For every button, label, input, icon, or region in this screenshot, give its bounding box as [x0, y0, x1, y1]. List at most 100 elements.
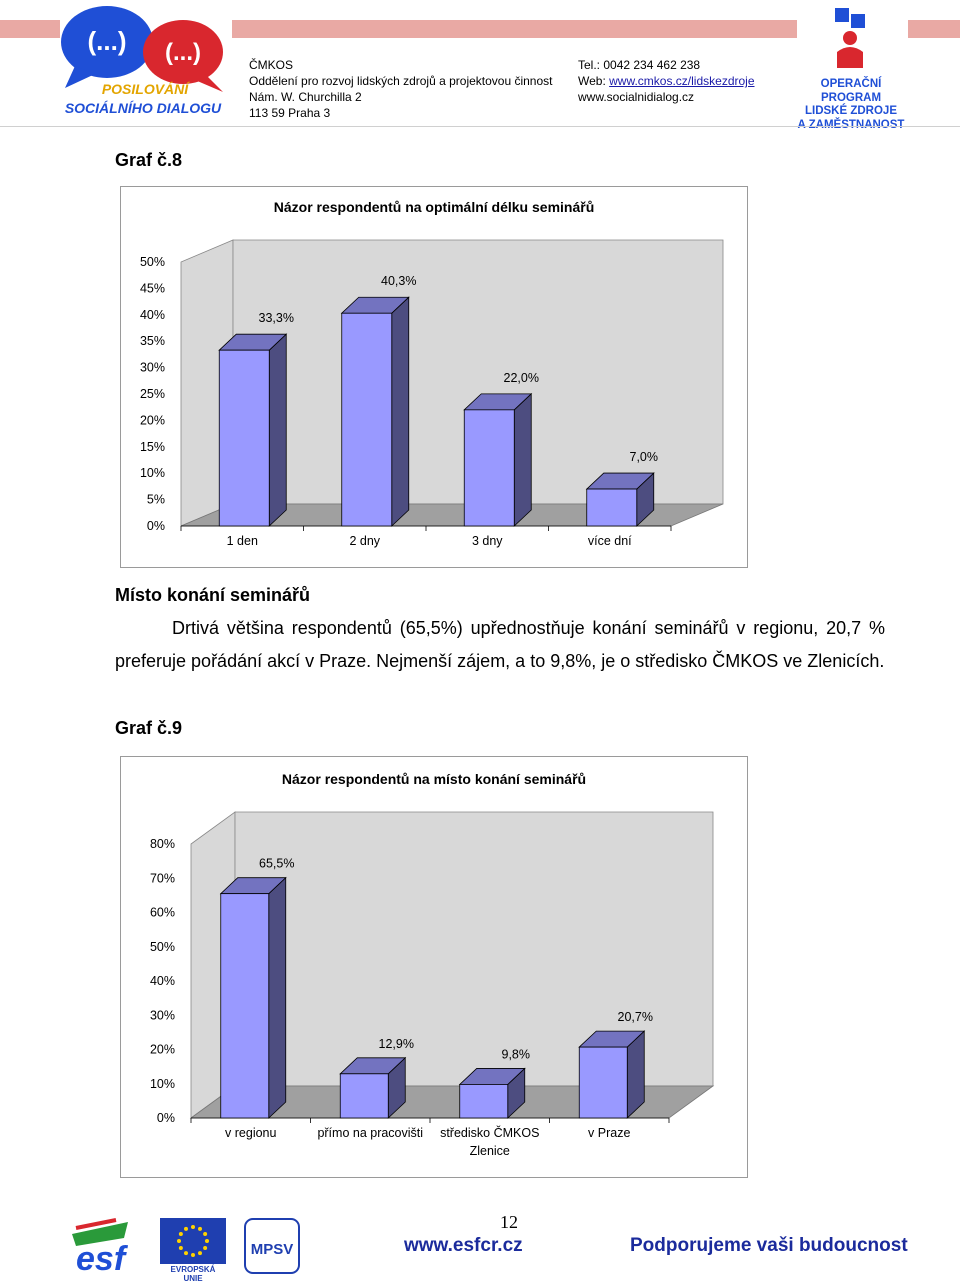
section2-heading: Místo konání seminářů [115, 585, 311, 605]
graph8-heading: Graf č.8 [115, 150, 183, 170]
header-divider [0, 126, 960, 127]
org-line: 113 59 Praha 3 [249, 106, 331, 120]
chart9-y-tick: 40% [150, 974, 175, 988]
logo-bubble-text-2: (...) [165, 39, 201, 66]
chart9-y-tick: 30% [150, 1008, 175, 1022]
chart8-y-tick: 35% [140, 334, 165, 348]
page-number: 12 [500, 1212, 518, 1232]
chart8-category-label: 1 den [227, 534, 258, 548]
eu-star [184, 1251, 188, 1256]
chart9-data-label: 12,9% [379, 1037, 414, 1051]
chart8-bar-side [268, 333, 287, 527]
chart9-bar-side [268, 876, 287, 1119]
eu-star [203, 1246, 208, 1250]
tel: Tel.: 0042 234 462 238 [578, 58, 701, 72]
chart8-category-label: 3 dny [472, 534, 503, 548]
chart8-plot: 0% 5% 10% 15% 20% 25% 30% 35% 40% 45% 50% 33,3% 1 de… [140, 239, 724, 548]
web2: www.socialnidialog.cz [578, 90, 695, 104]
chart8-data-label: 33,3% [259, 311, 294, 325]
chart8-title: Názor respondentů na optimální délku sem… [273, 199, 595, 215]
chart9-data-label: 20,7% [618, 1010, 653, 1024]
chart9-y-tick: 0% [157, 1111, 175, 1125]
posilovani-logo: (...) (...) POSILOVÁNÍ SOCIÁLNÍHO DIALOG… [55, 2, 235, 120]
chart9-plot: 0% 10% 20% 30% 40% 50% 60% 70% 80% 65,5% v regionu… [150, 811, 715, 1158]
chart9-box: Názor respondentů na místo konání seminá… [120, 756, 748, 1178]
web-link[interactable]: www.cmkos.cz/lidskezdroje [609, 74, 755, 88]
chart8-bar [463, 409, 515, 527]
chart8-y-tick: 15% [140, 440, 165, 454]
eu-text: EVROPSKÁ UNIE [170, 1265, 216, 1283]
chart8-y-tick: 45% [140, 281, 165, 295]
paragraph-text: Drtivá většina respondentů (65,5%) upřed… [115, 618, 885, 671]
eu-star [205, 1239, 209, 1243]
chart8-y-tick: 0% [147, 519, 165, 533]
op-line: OPERAČNÍ PROGRAM [820, 78, 882, 104]
eu-star [198, 1251, 202, 1256]
chart8-bar-side [391, 296, 410, 527]
esf-logo: esf [68, 1218, 148, 1278]
eu-star [184, 1226, 188, 1231]
chart9-category-label: v Praze [588, 1126, 630, 1140]
chart9-y-tick: 60% [150, 906, 175, 920]
chart9-bar [578, 1046, 628, 1119]
chart9-category-label: přímo na pracovišti [317, 1126, 423, 1140]
eu-star [203, 1232, 208, 1236]
footer-slogan: Podporujeme vaši budoucnost [630, 1235, 908, 1256]
chart9-category-label: v regionu [225, 1126, 276, 1140]
footer-website-link[interactable]: www.esfcr.cz [404, 1235, 523, 1256]
logo-bubble-text-1: (...) [88, 26, 127, 56]
chart8-data-label: 40,3% [381, 274, 416, 288]
eu-star [177, 1239, 181, 1243]
contact-info: Tel.: 0042 234 462 238 Web: www.cmkos.cz… [578, 57, 755, 105]
graph9-heading: Graf č.9 [115, 718, 183, 738]
logo-text-2: SOCIÁLNÍHO DIALOGU [65, 100, 222, 116]
chart8-bar [586, 488, 638, 527]
chart9-y-tick: 80% [150, 837, 175, 851]
section2-paragraph: Drtivá většina respondentů (65,5%) upřed… [115, 612, 885, 678]
chart8-y-tick: 10% [140, 466, 165, 480]
chart9-bar [220, 893, 270, 1119]
eu-flag-logo: EVROPSKÁ UNIE [160, 1218, 226, 1283]
chart8-bar [341, 312, 393, 527]
chart8-y-tick: 50% [140, 255, 165, 269]
header-strip-left [0, 20, 60, 38]
chart9-category-label: Zlenice [470, 1144, 510, 1158]
web-line: Web: www.cmkos.cz/lidskezdroje [578, 73, 755, 89]
op-lzz-logo: OPERAČNÍ PROGRAM LIDSKÉ ZDROJE A ZAMĚSTN… [795, 2, 907, 131]
chart8-y-tick: 30% [140, 361, 165, 375]
chart9-data-label: 65,5% [259, 857, 294, 871]
op-line: LIDSKÉ ZDROJE [804, 105, 897, 117]
chart8-bar-side [513, 392, 532, 527]
chart8-data-label: 22,0% [504, 371, 539, 385]
mpsv-logo: MPSV [244, 1218, 300, 1274]
chart8-category-label: více dní [588, 534, 632, 548]
chart8-category-label: 2 dny [349, 534, 380, 548]
org-address: ČMKOS Oddělení pro rozvoj lidských zdroj… [249, 57, 553, 121]
chart8-data-label: 7,0% [630, 450, 659, 464]
chart9-y-tick: 20% [150, 1043, 175, 1057]
logo-text-1: POSILOVÁNÍ [102, 81, 190, 97]
chart9-category-label: středisko ČMKOS [440, 1125, 539, 1140]
web-label: Web: [578, 74, 610, 88]
eu-star [191, 1225, 195, 1229]
mpsv-text: MPSV [251, 1241, 294, 1258]
chart9-y-tick: 50% [150, 940, 175, 954]
eu-star [178, 1246, 183, 1250]
org-line: ČMKOS [249, 58, 294, 72]
chart9-data-label: 9,8% [502, 1047, 531, 1061]
chart9-y-tick: 70% [150, 871, 175, 885]
chart9-y-tick: 10% [150, 1077, 175, 1091]
org-line: Oddělení pro rozvoj lidských zdrojů a pr… [249, 74, 553, 88]
op-text: OPERAČNÍ PROGRAM LIDSKÉ ZDROJE A ZAMĚSTN… [795, 78, 907, 132]
eu-star [191, 1253, 195, 1257]
chart9-title: Názor respondentů na místo konání seminá… [281, 771, 587, 787]
chart8-y-tick: 20% [140, 413, 165, 427]
eu-star [198, 1226, 202, 1231]
chart8-y-tick: 25% [140, 387, 165, 401]
header-strip-right [908, 20, 960, 38]
header-strip-middle [232, 20, 797, 38]
chart8-y-tick: 5% [147, 493, 165, 507]
chart9-bar [459, 1084, 509, 1119]
org-line: Nám. W. Churchilla 2 [249, 90, 362, 104]
op-line: A ZAMĚSTNANOST [797, 118, 905, 131]
